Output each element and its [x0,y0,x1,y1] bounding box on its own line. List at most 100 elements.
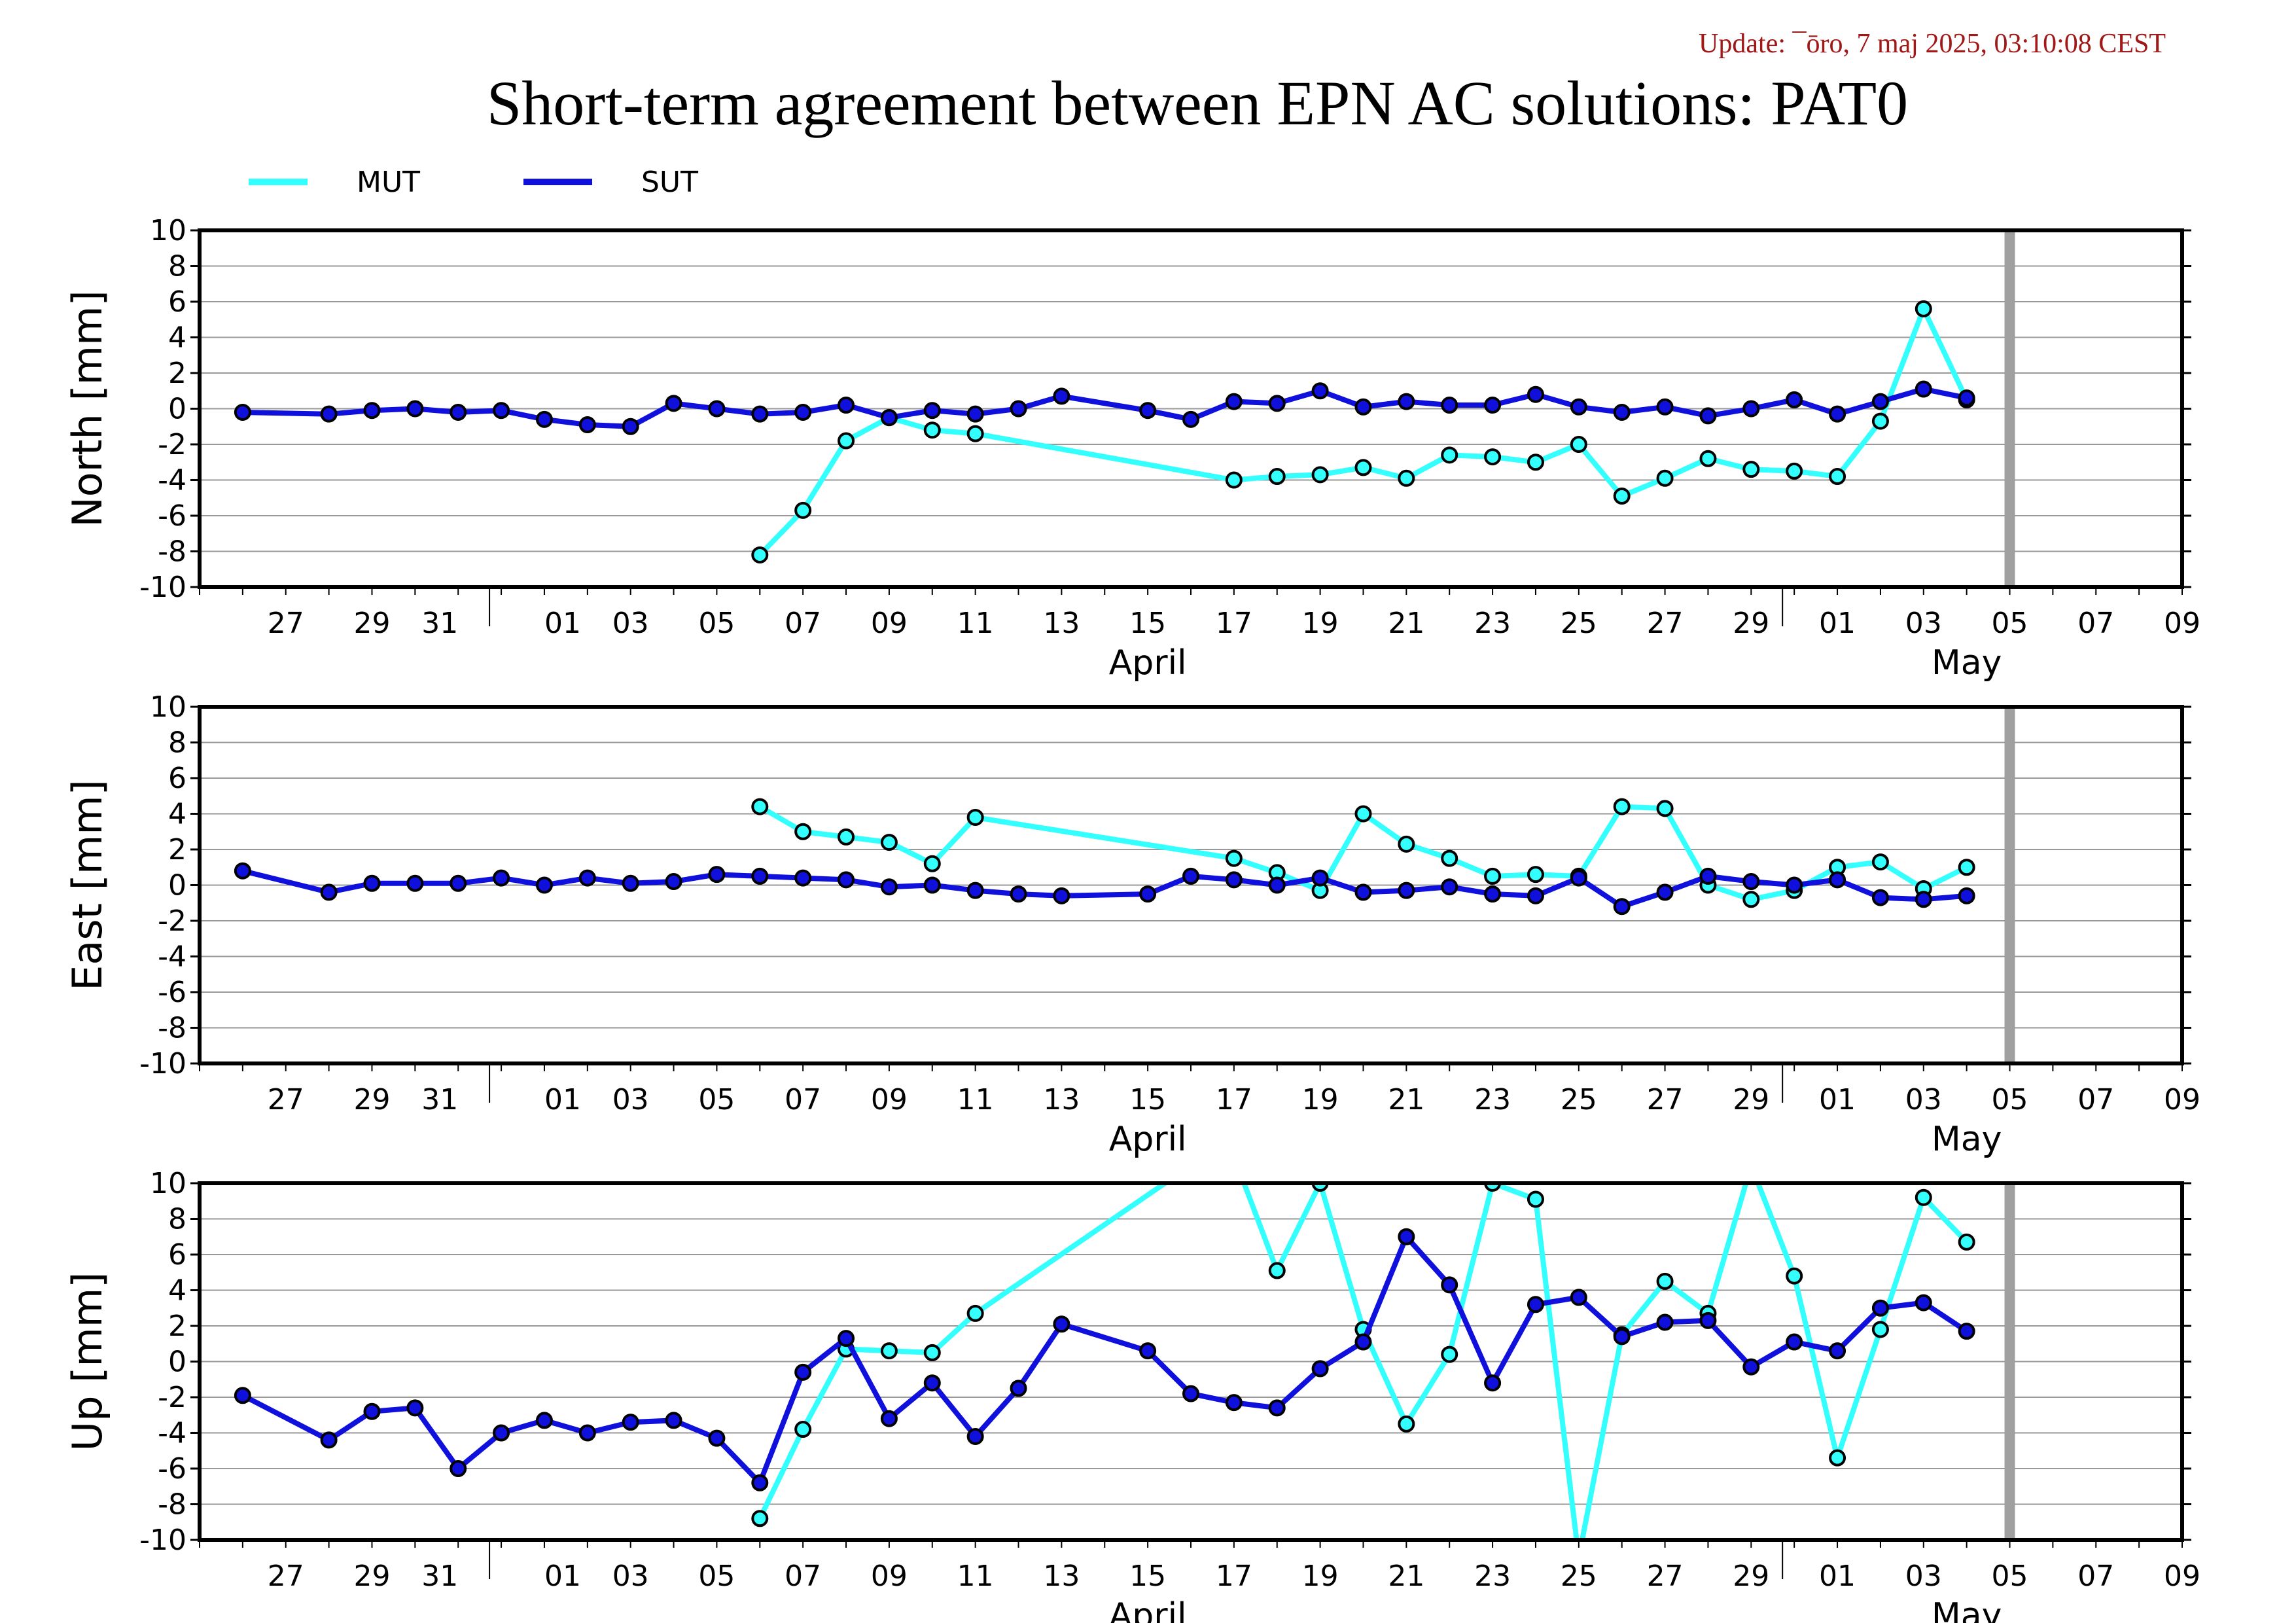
y-tick-label: -8 [158,1012,186,1045]
data-point-sut [1311,382,1329,400]
x-tick-label: 05 [698,607,735,640]
data-point-sut [1570,869,1587,887]
data-point-sut [363,874,381,892]
data-point-sut [1829,871,1846,889]
x-tick-label: 27 [1647,607,1684,640]
data-point-sut [1915,1294,1932,1311]
data-point-sut [665,873,682,891]
x-tick-label: 17 [1216,1083,1252,1116]
x-tick-label: 19 [1302,1083,1339,1116]
y-axis-label: East [mm] [63,779,111,991]
data-point-mut [1786,462,1803,480]
y-tick-label: 6 [168,285,186,319]
data-point-sut [751,867,769,885]
x-tick-label: 21 [1388,607,1424,640]
y-tick-label: -10 [139,1047,186,1080]
data-point-sut [966,1427,984,1445]
x-tick-label: 11 [957,1083,994,1116]
x-tick-label: 03 [1905,1560,1942,1593]
y-tick-label: -2 [158,904,186,938]
y-tick-label: 8 [168,726,186,760]
data-point-mut [1268,1262,1286,1279]
data-point-sut [751,1474,769,1491]
data-point-mut [1742,891,1760,908]
data-point-sut [406,874,424,892]
data-point-sut [1182,1385,1199,1402]
x-tick-label: 21 [1388,1083,1424,1116]
x-tick-label: 03 [612,607,649,640]
x-tick-label: 07 [2077,607,2114,640]
chart-title: Short-term agreement between EPN AC solu… [487,68,1908,138]
x-tick-label: 07 [785,1083,821,1116]
x-tick-label: 15 [1129,607,1166,640]
data-point-sut [1786,391,1803,408]
y-tick-label: -6 [158,1452,186,1486]
data-point-mut [1484,867,1502,885]
y-tick-label: 4 [168,798,186,831]
data-point-sut [1182,867,1199,885]
data-point-sut [923,402,941,419]
y-tick-label: 0 [168,1346,186,1379]
data-point-mut [838,828,855,846]
y-tick-label: 8 [168,250,186,283]
y-tick-label: -8 [158,1488,186,1522]
data-point-mut [880,1342,898,1360]
x-tick-label: 31 [421,607,458,640]
data-point-sut [1915,891,1932,908]
data-point-sut [1311,869,1329,887]
y-tick-label: -4 [158,464,186,497]
data-point-sut [1398,1228,1415,1245]
data-point-sut [578,416,596,434]
data-point-sut [1786,1333,1803,1351]
data-point-sut [493,869,510,887]
x-tick-label: 01 [1819,607,1856,640]
data-point-sut [880,409,898,427]
x-tick-label: 23 [1474,1083,1511,1116]
data-point-sut [1053,1315,1070,1333]
data-point-sut [1139,1342,1157,1360]
x-tick-label: 03 [612,1560,649,1593]
data-point-sut [1398,882,1415,899]
x-tick-label: 25 [1561,1560,1597,1593]
data-point-sut [1958,887,1975,904]
data-point-sut [1613,1328,1631,1346]
data-point-mut [1484,448,1502,466]
data-point-sut [1010,400,1027,418]
data-point-mut [1268,468,1286,486]
data-point-sut [1527,385,1544,403]
data-point-mut [838,432,855,450]
month-label: May [1932,1596,2002,1623]
x-tick-label: 09 [871,1083,908,1116]
data-point-mut [1958,859,1975,876]
y-tick-label: 2 [168,1310,186,1343]
data-point-mut [1871,1321,1889,1338]
data-point-sut [708,400,726,418]
data-point-sut [1139,402,1157,419]
x-tick-label: 17 [1216,607,1252,640]
x-tick-label: 11 [957,607,994,640]
update-timestamp: Update: ¯ōro, 7 maj 2025, 03:10:08 CEST [1699,29,2166,59]
data-point-sut [450,874,467,892]
x-tick-label: 05 [1992,1083,2028,1116]
data-point-mut [751,798,769,815]
month-label: April [1109,643,1187,683]
data-point-mut [1699,450,1717,467]
month-label: May [1932,643,2002,683]
data-point-sut [1699,407,1717,425]
data-point-sut [1441,878,1458,896]
data-point-sut [1010,885,1027,903]
data-point-mut [1656,469,1674,487]
data-point-mut [1441,446,1458,464]
y-tick-label: 0 [168,869,186,902]
y-tick-label: -4 [158,1417,186,1450]
data-point-mut [794,823,812,840]
y-tick-label: -8 [158,535,186,569]
plot-area [234,798,1975,916]
x-tick-label: 29 [1733,607,1769,640]
x-tick-label: 25 [1561,1083,1597,1116]
data-point-mut [1441,849,1458,867]
x-tick-label: 05 [1992,1560,2028,1593]
